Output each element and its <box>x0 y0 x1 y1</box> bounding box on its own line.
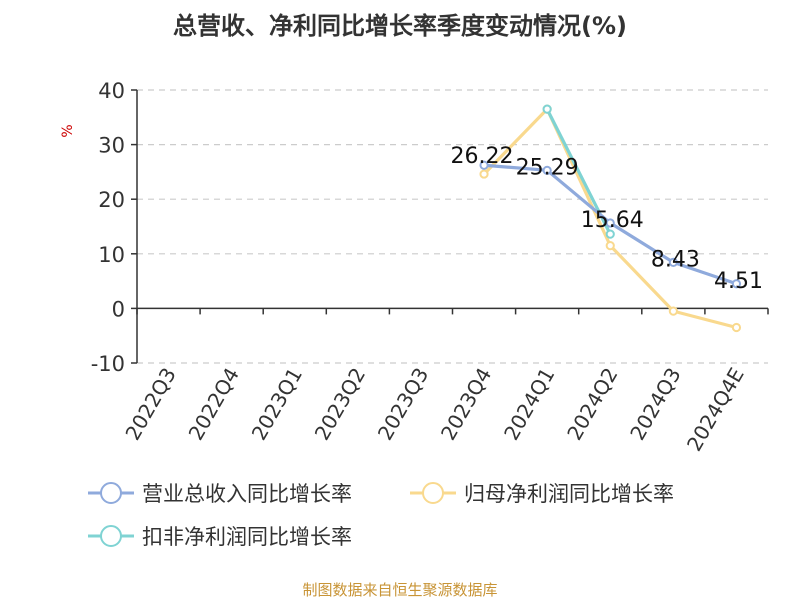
legend-item-deducted-profit[interactable]: 扣非净利润同比增长率 <box>88 521 352 551</box>
data-point <box>542 165 552 175</box>
data-label: 26.22 <box>451 144 514 169</box>
data-point <box>479 169 489 179</box>
legend-revenue-icon <box>88 482 134 504</box>
x-tick-label: 2024Q4E <box>682 364 749 456</box>
x-tick-label: 2023Q1 <box>247 364 307 445</box>
data-label: 15.64 <box>581 208 644 233</box>
x-tick-label: 2024Q1 <box>499 364 559 445</box>
x-tick-label: 2023Q4 <box>436 364 496 445</box>
x-tick-label: 2022Q3 <box>120 364 180 445</box>
legend-deducted-profit-label: 扣非净利润同比增长率 <box>142 525 352 549</box>
series-lines <box>479 104 742 333</box>
legend-revenue-label: 营业总收入同比增长率 <box>142 482 352 506</box>
y-tick-label: 20 <box>98 188 125 212</box>
legend-item-revenue[interactable]: 营业总收入同比增长率 <box>88 478 352 508</box>
y-tick-label: 30 <box>98 134 125 158</box>
data-point <box>479 160 489 170</box>
legend-item-net-profit[interactable]: 归母净利润同比增长率 <box>410 478 674 508</box>
legend-net-profit-label: 归母净利润同比增长率 <box>464 482 674 506</box>
data-point <box>731 322 742 333</box>
data-point <box>731 279 742 289</box>
x-tick-label: 2022Q4 <box>184 364 244 445</box>
data-labels: 26.22 25.29 15.64 8.43 4.51 <box>451 144 763 294</box>
y-tick-label: 0 <box>112 297 125 321</box>
chart-title: 总营收、净利同比增长率季度变动情况(%) <box>173 12 627 40</box>
source-note: 制图数据来自恒生聚源数据库 <box>302 581 498 599</box>
data-label: 4.51 <box>714 269 763 294</box>
grid-lines <box>137 89 768 364</box>
y-tick-label: 40 <box>98 79 125 103</box>
y-axis-label: % <box>60 124 76 137</box>
data-label: 25.29 <box>516 155 579 180</box>
legend-net-profit-icon <box>410 482 456 504</box>
x-tick-label: 2024Q3 <box>625 364 685 445</box>
legend-deducted-profit-icon <box>88 525 134 547</box>
y-tick-label: -10 <box>91 352 125 376</box>
data-label: 8.43 <box>651 247 700 272</box>
y-tick-label: 10 <box>98 243 125 267</box>
x-tick-label: 2023Q2 <box>310 364 370 445</box>
x-tick-label: 2024Q2 <box>562 364 622 445</box>
data-point <box>668 306 678 316</box>
data-point <box>605 218 615 228</box>
x-tick-label: 2023Q3 <box>373 364 433 445</box>
data-point <box>605 241 615 251</box>
data-point <box>668 257 678 267</box>
data-point <box>542 104 552 114</box>
data-point <box>605 229 615 239</box>
